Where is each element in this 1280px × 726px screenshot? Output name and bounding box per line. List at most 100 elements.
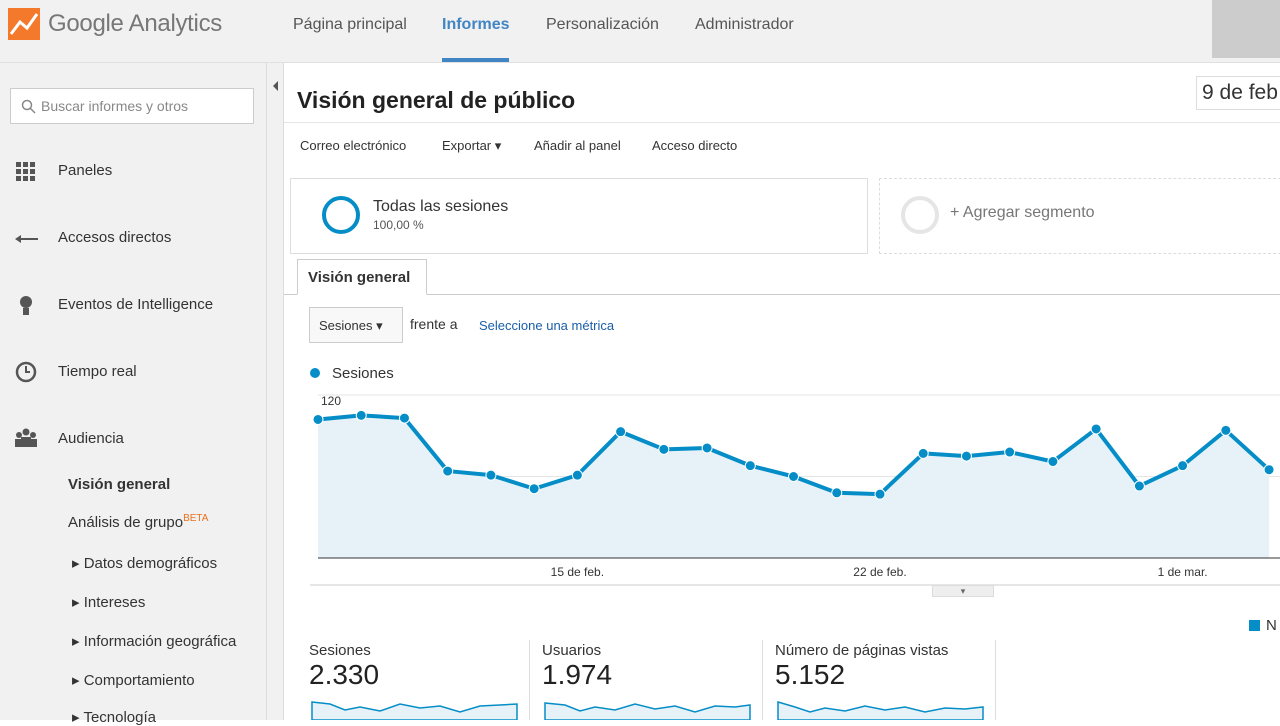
data-point bbox=[788, 471, 800, 482]
scorecard: Sesiones 2.330 bbox=[309, 642, 379, 691]
subitem-label: Datos demográficos bbox=[83, 555, 218, 572]
legend-label: Sesiones bbox=[332, 365, 394, 382]
scorecard-value: 5.152 bbox=[775, 659, 846, 690]
sidebar-subitem[interactable]: Análisis de grupoBETA bbox=[68, 513, 208, 531]
scorecard: Número de páginas vistas 5.152 bbox=[775, 642, 948, 691]
nav-item[interactable]: Informes bbox=[442, 16, 510, 33]
segment-name: Todas las sesiones bbox=[373, 198, 509, 215]
scorecard-divider bbox=[529, 640, 530, 720]
metric-label: Sesiones bbox=[319, 318, 373, 333]
segment-ring bbox=[322, 196, 360, 234]
nav-item[interactable]: Administrador bbox=[695, 16, 794, 33]
action[interactable]: Exportar ▾ bbox=[442, 138, 502, 153]
scorecard-value: 1.974 bbox=[542, 659, 613, 690]
sidebar-subitem[interactable]: Visión general bbox=[68, 476, 171, 493]
data-point bbox=[960, 450, 972, 462]
subitem-label: Intereses bbox=[83, 594, 146, 611]
x-tick-label: 15 de feb. bbox=[551, 565, 604, 579]
data-point bbox=[528, 483, 540, 495]
versus-label: frente a bbox=[410, 316, 458, 332]
date-range[interactable]: 9 de feb bbox=[1196, 76, 1280, 110]
segment-card[interactable]: Todas las sesiones 100,00 % bbox=[290, 178, 868, 254]
sidebar-toggle[interactable] bbox=[266, 63, 284, 720]
toggle-arrow bbox=[273, 81, 278, 91]
subitem-label: Información geográfica bbox=[83, 633, 237, 650]
data-point bbox=[874, 488, 886, 500]
logo: Google Analytics bbox=[48, 10, 222, 37]
data-point bbox=[1177, 460, 1189, 472]
data-point bbox=[615, 426, 627, 438]
action[interactable]: Acceso directo bbox=[652, 138, 738, 153]
action-label: Exportar bbox=[442, 138, 492, 153]
scorecard-label: Sesiones bbox=[309, 642, 371, 659]
divider bbox=[284, 122, 1280, 123]
action[interactable]: Correo electrónico bbox=[300, 138, 407, 153]
data-point bbox=[398, 412, 410, 424]
header: Google Analytics Página principal Inform… bbox=[0, 0, 1280, 63]
sidebar-icons bbox=[15, 162, 38, 447]
sidebar-subitem[interactable]: ▸ Tecnología bbox=[72, 709, 156, 726]
beta-badge: BETA bbox=[183, 513, 209, 524]
search-placeholder: Buscar informes y otros bbox=[41, 98, 189, 114]
scorecard-label: Usuarios bbox=[542, 642, 602, 659]
sidebar-item[interactable]: Eventos de Intelligence bbox=[58, 296, 214, 313]
tab[interactable]: Visión general bbox=[297, 259, 427, 295]
sidebar-item[interactable]: Audiencia bbox=[58, 430, 124, 447]
add-segment[interactable]: + Agregar segmento bbox=[879, 178, 1280, 254]
sidebar bbox=[0, 63, 266, 720]
subitem-label: Comportamiento bbox=[83, 672, 195, 689]
y-tick-label: 120 bbox=[321, 394, 341, 408]
x-tick-label: 22 de feb. bbox=[853, 565, 906, 579]
select-metric-link[interactable]: Seleccione una métrica bbox=[479, 318, 615, 333]
sparklines bbox=[311, 700, 984, 720]
sidebar-subitem[interactable]: ▸ Información geográfica bbox=[72, 633, 237, 650]
add-segment-label: + Agregar segmento bbox=[950, 204, 1095, 221]
nav-item[interactable]: Personalización bbox=[546, 16, 659, 33]
series-area bbox=[318, 415, 1270, 558]
sidebar-subitem[interactable]: ▸ Datos demográficos bbox=[72, 555, 218, 572]
data-point bbox=[485, 469, 497, 481]
scorecard: Usuarios 1.974 bbox=[542, 642, 612, 691]
scorecard-value: 2.330 bbox=[309, 659, 380, 690]
chart-expander[interactable]: ▾ bbox=[932, 585, 994, 597]
data-point bbox=[744, 460, 756, 472]
x-tick-label: 1 de mar. bbox=[1158, 565, 1208, 579]
data-point bbox=[1004, 446, 1016, 458]
sidebar-subitem[interactable]: ▸ Intereses bbox=[72, 594, 146, 611]
segment-share: 100,00 % bbox=[373, 218, 424, 232]
tab-line bbox=[284, 294, 1280, 295]
metric-select[interactable]: Sesiones ▾ bbox=[309, 307, 403, 343]
nav-item[interactable]: Página principal bbox=[293, 16, 407, 33]
search-box[interactable]: Buscar informes y otros bbox=[10, 88, 254, 124]
search-icon bbox=[21, 99, 36, 114]
data-point bbox=[571, 469, 583, 481]
sidebar-item[interactable]: Tiempo real bbox=[58, 363, 137, 380]
sidebar-subitem[interactable]: ▸ Comportamiento bbox=[72, 672, 195, 689]
legend-dot bbox=[310, 368, 320, 378]
subitem-label: Análisis de grupo bbox=[68, 514, 184, 531]
data-point bbox=[658, 443, 670, 455]
scorecard-divider bbox=[762, 640, 763, 720]
add-segment-ring bbox=[901, 196, 939, 234]
sidebar-item[interactable]: Accesos directos bbox=[58, 229, 172, 246]
data-point bbox=[1133, 480, 1145, 492]
nav-underline bbox=[442, 58, 509, 62]
data-point bbox=[917, 447, 929, 459]
data-point bbox=[355, 409, 367, 421]
action[interactable]: Añadir al panel bbox=[534, 138, 621, 153]
pie-legend-label: N bbox=[1266, 617, 1277, 634]
subitem-label: Tecnología bbox=[83, 709, 156, 726]
chart: 6012015 de feb.22 de feb.1 de mar. bbox=[310, 394, 1280, 586]
data-point bbox=[1220, 424, 1232, 436]
data-point bbox=[701, 442, 713, 454]
data-point bbox=[831, 487, 843, 499]
data-point bbox=[442, 465, 454, 477]
logo-icon bbox=[8, 8, 40, 40]
account-box[interactable] bbox=[1212, 0, 1280, 58]
sidebar-item[interactable]: Paneles bbox=[58, 162, 113, 179]
data-point bbox=[312, 413, 324, 425]
pie-legend-swatch bbox=[1249, 620, 1260, 631]
data-point bbox=[1090, 423, 1102, 435]
